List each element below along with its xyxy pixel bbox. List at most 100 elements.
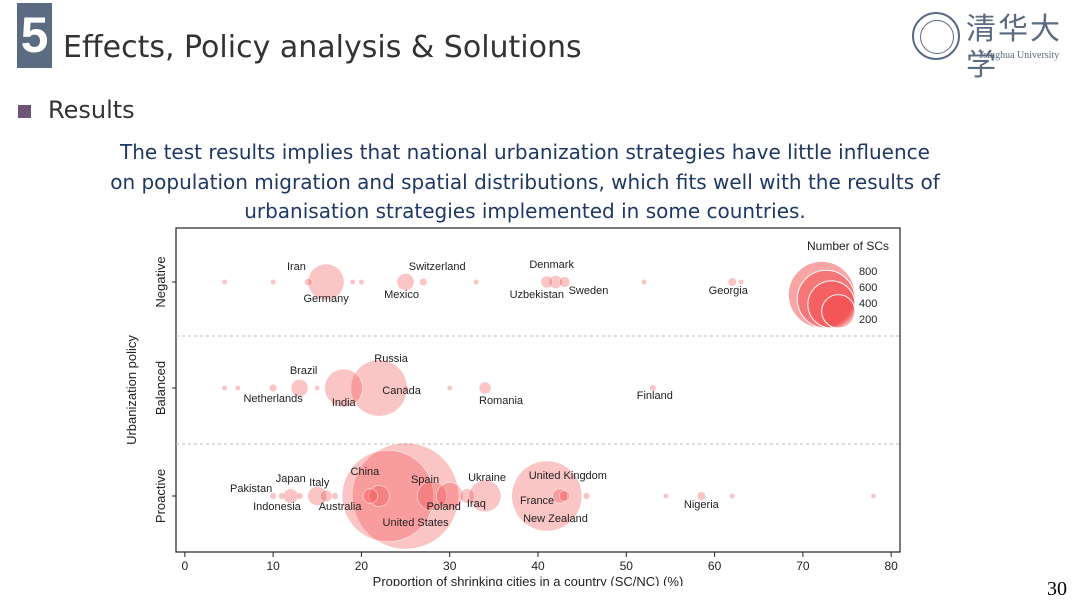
data-label: Poland: [427, 501, 461, 513]
bubble-point: [738, 279, 745, 285]
page-number: 30: [1047, 578, 1067, 600]
slide-title: Effects, Policy analysis & Solutions: [63, 30, 582, 65]
bubble-point: [729, 493, 736, 499]
x-tick-label: 20: [355, 559, 369, 573]
bubble-point: [296, 492, 304, 500]
bubble-point: [641, 279, 647, 285]
data-label: Denmark: [529, 259, 574, 271]
legend-value: 600: [859, 282, 877, 294]
logo-text-chinese: 清华大学: [966, 12, 1062, 83]
bubble-point: [314, 385, 321, 391]
bubble-point: [324, 368, 364, 408]
data-label: Australia: [319, 501, 363, 513]
bubble-point: [583, 492, 591, 500]
bubble-point: [540, 275, 554, 289]
x-axis-label: Proportion of shrinking cities in a coun…: [373, 574, 684, 586]
bubble-point: [436, 482, 464, 510]
data-label: Japan: [276, 473, 306, 485]
bubble-point: [269, 383, 278, 393]
x-tick-label: 30: [443, 559, 457, 573]
bubble-point: [307, 486, 328, 506]
category-label-negative: Negative: [153, 256, 168, 307]
x-tick-label: 70: [796, 559, 810, 573]
section-number-badge: 5: [17, 3, 52, 68]
bubble-point: [459, 488, 475, 504]
bubble-point: [417, 481, 448, 511]
data-label: Canada: [382, 385, 421, 397]
bubble-point: [368, 485, 390, 507]
x-tick-label: 50: [620, 559, 634, 573]
data-label: Brazil: [290, 365, 318, 377]
bubble-point: [649, 384, 657, 392]
data-label: Iran: [287, 261, 306, 273]
bubble-point: [552, 488, 568, 504]
bubble-point: [269, 492, 277, 500]
bubble-point: [478, 381, 492, 395]
bubble-point: [304, 277, 313, 287]
bubble-point: [511, 460, 583, 532]
bubble-point: [558, 490, 571, 502]
legend-value: 400: [859, 298, 877, 310]
data-label: Russia: [374, 353, 409, 365]
results-paragraph: The test results implies that national u…: [110, 140, 940, 223]
x-tick-label: 40: [531, 559, 545, 573]
data-label: France: [520, 495, 554, 507]
university-seal-icon: [912, 12, 960, 60]
data-label: Mexico: [384, 289, 419, 301]
bubble-point: [270, 279, 277, 285]
data-label: Netherlands: [243, 393, 303, 405]
bubble-point: [349, 279, 356, 285]
logo-text-english: Tsinghua University: [978, 50, 1060, 61]
bubble-point: [473, 279, 480, 285]
chart-caption: Correlation between national urbanizatio…: [294, 585, 802, 586]
data-label: Pakistan: [230, 483, 272, 495]
bubble-point: [362, 488, 378, 504]
data-label: Germany: [303, 293, 349, 305]
data-label: Sweden: [569, 285, 609, 297]
x-tick-label: 80: [884, 559, 898, 573]
bubble-point: [221, 279, 228, 285]
data-label: Switzerland: [409, 261, 466, 273]
data-label: Italy: [309, 477, 330, 489]
legend-bubble: [821, 294, 856, 329]
university-logo: 清华大学 Tsinghua University: [912, 12, 1072, 83]
bubble-point: [341, 449, 434, 543]
bubble-point: [290, 379, 309, 397]
x-tick-label: 60: [708, 559, 722, 573]
data-label: China: [351, 466, 381, 478]
y-axis-label: Urbanization policy: [124, 335, 139, 445]
bubble-point: [319, 489, 333, 503]
data-label: Iraq: [467, 498, 486, 510]
bubble-point: [696, 491, 706, 501]
bubble-point: [283, 488, 299, 504]
data-label: Uzbekistan: [510, 289, 564, 301]
bubble-point: [663, 493, 669, 499]
data-label: Nigeria: [684, 499, 720, 511]
legend-value: 800: [859, 266, 877, 278]
bubble-point: [352, 442, 459, 550]
bubble-point: [221, 385, 228, 391]
data-label: United Kingdom: [529, 470, 607, 482]
data-label: India: [332, 397, 357, 409]
bubble-point: [234, 385, 241, 391]
bubble-point: [727, 277, 737, 287]
bubble-point: [870, 493, 877, 499]
bubble-point: [402, 385, 409, 391]
category-label-proactive: Proactive: [153, 469, 168, 523]
data-label: Georgia: [709, 285, 749, 297]
bubble-point: [468, 479, 502, 513]
x-tick-label: 10: [266, 559, 280, 573]
category-label-balanced: Balanced: [153, 361, 168, 415]
bullet-heading: Results: [48, 96, 135, 124]
data-label: Finland: [637, 390, 673, 402]
bubble-point: [396, 273, 415, 291]
data-label: Ukraine: [468, 472, 506, 484]
bubble-point: [307, 263, 345, 301]
data-label: Romania: [479, 395, 524, 407]
data-label: United States: [383, 517, 450, 529]
bubble-point: [350, 359, 408, 417]
data-label: New Zealand: [523, 513, 588, 525]
x-tick-label: 0: [181, 559, 188, 573]
bubble-point: [419, 277, 428, 287]
legend-value: 200: [859, 314, 877, 326]
